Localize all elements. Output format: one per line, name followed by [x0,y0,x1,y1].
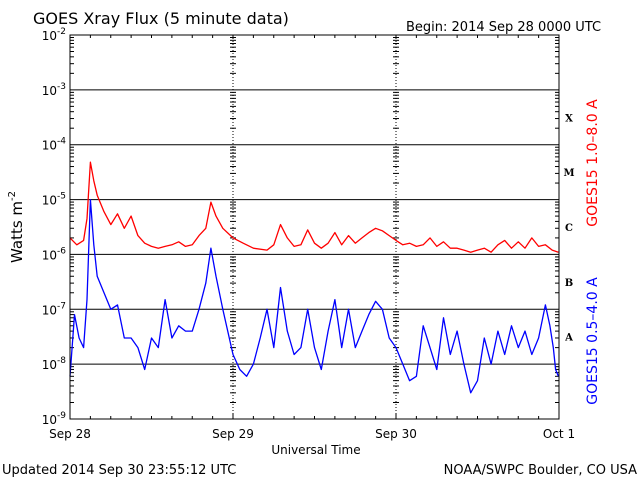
y-tick-base: 10 [42,358,57,372]
y-tick-base: 10 [42,29,57,43]
x-tick-label: Oct 1 [543,427,575,441]
legend-short-channel: GOES15 0.5–4.0 A [585,277,601,405]
y-tick-label: 10-7 [42,301,66,317]
legend-long-channel: GOES15 1.0–8.0 A [585,99,601,227]
data-series [69,161,560,394]
x-tick-label: Sep 28 [49,427,91,441]
series-line-short [69,198,560,394]
y-tick-base: 10 [42,194,57,208]
chart-title: GOES Xray Flux (5 minute data) [33,9,289,28]
y-tick-label: 10-4 [42,137,67,153]
flare-class-label: C [565,223,573,234]
updated-timestamp: Updated 2014 Sep 30 23:55:12 UTC [2,463,236,478]
series-line-long [69,161,559,253]
y-tick-label: 10-5 [42,192,66,208]
y-tick-base: 10 [42,139,57,153]
flare-class-label: X [565,113,573,124]
y-tick-label: 10-9 [42,411,67,427]
y-tick-label: 10-3 [42,82,66,98]
x-tick-label: Sep 29 [212,427,254,441]
credit-label: NOAA/SWPC Boulder, CO USA [444,463,637,478]
y-tick-label: 10-6 [42,246,67,262]
y-tick-base: 10 [42,248,57,262]
flare-class-labels: X M C B A [563,113,574,343]
y-tick-exponent: -9 [57,411,66,421]
x-axis-title: Universal Time [271,443,360,457]
y-tick-base: 10 [42,413,57,427]
begin-label: Begin: 2014 Sep 28 0000 UTC [406,20,601,35]
y-tick-label: 10-8 [42,356,67,372]
flare-class-label: M [563,168,574,179]
y-axis-title: Watts m-2 [7,191,26,263]
y-tick-exponent: -3 [57,82,66,92]
y-tick-exponent: -5 [57,192,66,202]
grid-lines [70,35,559,419]
y-tick-exponent: -6 [57,246,66,256]
x-tick-labels: Sep 28 Sep 29 Sep 30 Oct 1 [49,427,575,441]
y-tick-base: 10 [42,303,57,317]
y-tick-exponent: -4 [57,137,66,147]
x-tick-label: Sep 30 [375,427,417,441]
y-tick-exponent: -2 [57,27,66,37]
y-axis-title-text: Watts m [8,201,26,263]
y-tick-labels: 10-210-310-410-510-610-710-810-9 [42,27,67,427]
y-axis-title-exponent: -2 [7,191,18,201]
flare-class-label: A [564,333,573,344]
axis-ticks [69,35,560,419]
y-tick-exponent: -7 [57,301,66,311]
y-tick-base: 10 [42,84,57,98]
plot-frame [69,34,560,420]
y-tick-exponent: -8 [57,356,66,366]
flare-class-label: B [565,278,573,289]
y-tick-label: 10-2 [42,27,66,43]
